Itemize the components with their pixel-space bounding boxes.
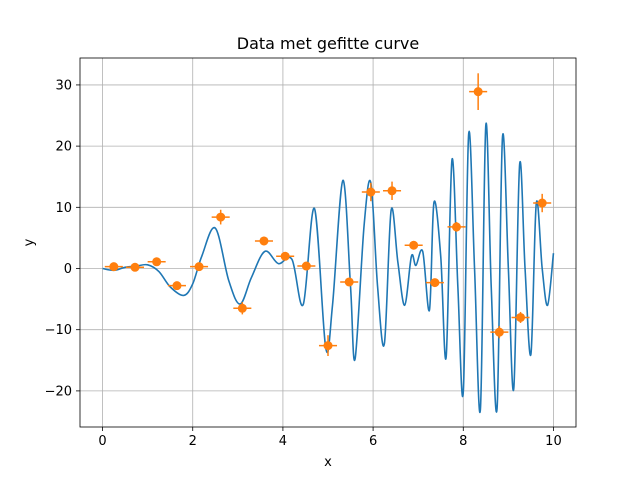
- data-marker: [172, 281, 182, 291]
- y-tick-label: −10: [45, 323, 72, 338]
- x-tick-label: 4: [279, 434, 287, 449]
- data-point: [447, 222, 466, 232]
- grid: [80, 58, 576, 427]
- data-marker: [344, 277, 354, 287]
- fitted-curve-line: [102, 122, 555, 414]
- data-marker: [473, 87, 483, 97]
- data-marker: [452, 222, 462, 232]
- axis-ticks: 0 2 4 6 8 10 −20 −10 0 10 20 30: [45, 78, 562, 449]
- data-point: [125, 262, 145, 272]
- data-marker: [387, 186, 397, 196]
- data-marker: [409, 240, 419, 250]
- data-point: [533, 193, 552, 213]
- data-point: [211, 209, 230, 225]
- data-point: [297, 261, 316, 271]
- y-tick-label: 10: [55, 201, 72, 216]
- chart-title: Data met gefitte curve: [237, 34, 419, 53]
- x-axis-label: x: [324, 455, 332, 470]
- data-point: [383, 181, 402, 200]
- data-marker: [130, 262, 140, 272]
- x-tick-label: 6: [369, 434, 377, 449]
- y-tick-label: 30: [55, 78, 72, 93]
- data-marker: [516, 312, 526, 322]
- data-point: [490, 326, 509, 339]
- data-point: [276, 251, 295, 261]
- y-tick-label: 20: [55, 140, 72, 155]
- data-point: [318, 335, 338, 357]
- data-marker: [301, 261, 311, 271]
- x-tick-label: 8: [459, 434, 467, 449]
- x-tick-label: 0: [98, 434, 106, 449]
- data-point: [104, 262, 123, 272]
- x-tick-label: 2: [189, 434, 197, 449]
- data-point: [425, 278, 444, 288]
- data-point: [233, 302, 252, 315]
- data-point: [404, 240, 423, 250]
- data-marker: [280, 251, 290, 261]
- data-point: [340, 277, 359, 287]
- data-point: [469, 73, 488, 111]
- data-point: [167, 281, 186, 291]
- data-marker: [430, 278, 440, 288]
- data-point: [254, 236, 273, 246]
- data-point: [361, 182, 380, 202]
- x-tick-label: 10: [545, 434, 562, 449]
- data-marker: [152, 257, 162, 267]
- data-marker: [194, 262, 204, 272]
- data-marker: [323, 341, 333, 351]
- y-tick-label: −20: [45, 384, 72, 399]
- y-tick-label: 0: [64, 262, 72, 277]
- data-marker: [109, 262, 119, 272]
- data-marker: [216, 212, 226, 222]
- data-point: [511, 311, 530, 323]
- plot-series: [102, 73, 555, 414]
- data-marker: [237, 303, 247, 313]
- data-marker: [537, 198, 547, 208]
- data-marker: [494, 327, 504, 337]
- data-marker: [366, 187, 376, 197]
- data-point: [190, 262, 209, 272]
- data-marker: [259, 236, 269, 246]
- y-axis-label: y: [22, 238, 37, 246]
- data-point: [147, 257, 166, 267]
- plot-frame: [79, 57, 577, 428]
